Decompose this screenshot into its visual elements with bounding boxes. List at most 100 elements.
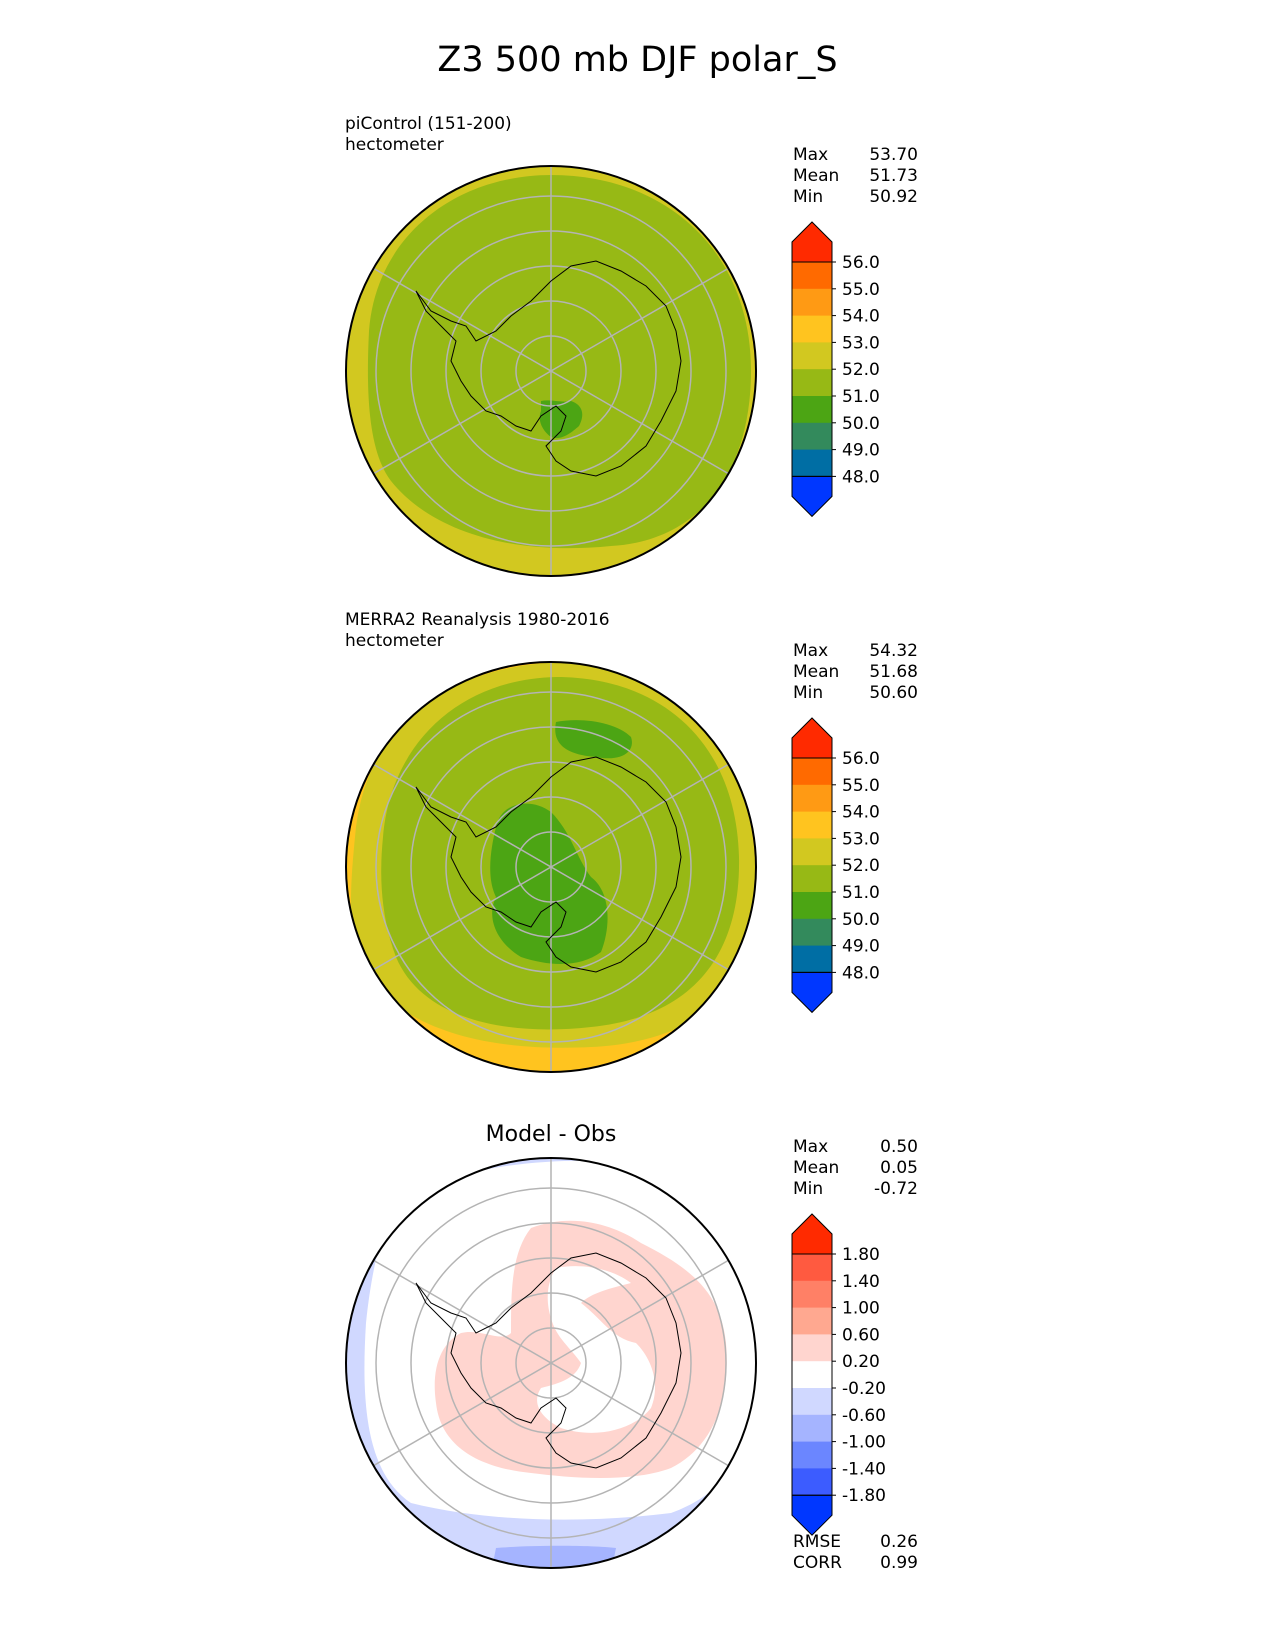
stat-label: Max [793, 145, 829, 165]
field-zero-inner [537, 1266, 656, 1433]
colorbar-segment [792, 811, 832, 839]
colorbar-segment [792, 288, 832, 317]
colorbar-segment [792, 784, 832, 813]
colorbar-segment [792, 1388, 832, 1416]
colorbar-segment [792, 422, 832, 451]
colorbar-tick-label: -0.20 [842, 1379, 886, 1399]
panel3-colorbar: 1.80 1.40 1.00 0.60 0.20 -0.20 -0.60 -1.00 -1.40… [791, 1213, 886, 1536]
stat-value: 50.92 [869, 187, 918, 207]
colorbar-segment [792, 369, 832, 397]
colorbar-tick-label: 48.0 [842, 467, 880, 487]
colorbar-segment [792, 1414, 832, 1443]
colorbar-tick-label: 55.0 [842, 280, 880, 300]
colorbar-tick-label: -0.60 [842, 1406, 886, 1426]
colorbar-tick-label: 50.0 [842, 910, 880, 930]
panel1-title: piControl (151-200) hectometer [345, 114, 512, 156]
panel2-title: MERRA2 Reanalysis 1980-2016 hectometer [345, 610, 610, 652]
colorbar-tick-label: 54.0 [842, 803, 880, 823]
panel2-title-line1: MERRA2 Reanalysis 1980-2016 [345, 610, 610, 630]
colorbar-tick-label: 0.20 [842, 1352, 880, 1372]
stat-label: Mean [793, 1158, 840, 1178]
panel3-stats: Max 0.50 Mean 0.05 Min -0.72 [793, 1137, 918, 1200]
colorbar-segment [792, 342, 832, 370]
stat-label: Max [793, 641, 829, 661]
panel3-polar-map [345, 1157, 757, 1569]
stat-value: 0.99 [880, 1553, 918, 1573]
colorbar-segment [792, 1280, 832, 1309]
colorbar-tick-label: -1.80 [842, 1486, 886, 1506]
antarctica-coastline [415, 1252, 682, 1469]
colorbar-tick-label: 53.0 [842, 829, 880, 849]
colorbar-tick-label: 56.0 [842, 749, 880, 769]
panel1-stats: Max 53.70 Mean 51.73 Min 50.92 [793, 145, 918, 208]
panel1-colorbar: 56.0 55.0 54.0 53.0 52.0 51.0 50.0 49.0 48.0 [791, 221, 880, 518]
colorbar-tick-label: 1.80 [842, 1245, 880, 1265]
colorbar-extend-max [791, 221, 833, 263]
stat-label: Min [793, 683, 824, 703]
field-contour-51 [367, 175, 751, 549]
antarctica-coastline [415, 756, 682, 973]
colorbar-tick-label: 0.60 [842, 1325, 880, 1345]
panel2-stats: Max 54.32 Mean 51.68 Min 50.60 [793, 641, 918, 704]
panel2-units: hectometer [345, 631, 444, 651]
stat-label: Min [793, 1179, 824, 1199]
colorbar-segment [792, 758, 832, 786]
panel3-extra-stats: RMSE 0.26 CORR 0.99 [793, 1532, 918, 1574]
colorbar-tick-label: 49.0 [842, 937, 880, 957]
stat-value: 0.05 [880, 1158, 918, 1178]
stat-value: 0.26 [880, 1532, 918, 1552]
colorbar-segment [792, 396, 832, 424]
colorbar-tick-label: 52.0 [842, 360, 880, 380]
stat-value: 51.73 [869, 166, 918, 186]
colorbar-segment [792, 262, 832, 290]
colorbar-segment [792, 945, 832, 973]
stat-label: CORR [793, 1553, 842, 1573]
colorbar-tick-label: 1.00 [842, 1299, 880, 1319]
field-contour-50b [490, 803, 608, 964]
colorbar-segment [792, 892, 832, 920]
colorbar-segment [792, 449, 832, 477]
panel1-units: hectometer [345, 135, 444, 155]
colorbar-extend-max [791, 717, 833, 759]
colorbar-tick-label: 52.0 [842, 856, 880, 876]
colorbar-segment [792, 1334, 832, 1362]
stat-label: Mean [793, 166, 840, 186]
colorbar-segment [792, 1254, 832, 1282]
graticule [372, 166, 730, 576]
map-boundary [345, 165, 757, 577]
antarctica-coastline [415, 260, 682, 477]
colorbar-tick-label: 54.0 [842, 307, 880, 327]
colorbar-tick-label: 50.0 [842, 414, 880, 434]
panel1-title-line1: piControl (151-200) [345, 114, 512, 134]
colorbar-segment [792, 918, 832, 947]
colorbar-segment [792, 1307, 832, 1335]
stat-label: Min [793, 187, 824, 207]
colorbar-segment [792, 838, 832, 866]
colorbar-outline [791, 1253, 833, 1496]
colorbar-extend-min [791, 971, 833, 1014]
figure-title: Z3 500 mb DJF polar_S [437, 40, 838, 80]
panel1-polar-map [345, 165, 757, 577]
stat-label: Mean [793, 662, 840, 682]
panel2-polar-map [345, 661, 757, 1073]
stat-value: 0.50 [880, 1137, 918, 1157]
colorbar-tick-label: 53.0 [842, 333, 880, 353]
panel2-colorbar: 56.0 55.0 54.0 53.0 52.0 51.0 50.0 49.0 48.0 [791, 717, 880, 1014]
colorbar-segment [792, 1441, 832, 1469]
stat-value: -0.72 [874, 1179, 918, 1199]
colorbar-extend-max [791, 1213, 833, 1255]
colorbar-extend-min [791, 475, 833, 518]
stat-value: 54.32 [869, 641, 918, 661]
colorbar-segment [792, 865, 832, 893]
colorbar-tick-label: 51.0 [842, 387, 880, 407]
colorbar-tick-label: 48.0 [842, 963, 880, 983]
colorbar-tick-label: 49.0 [842, 441, 880, 461]
colorbar-tick-label: 1.40 [842, 1272, 880, 1292]
map-boundary [345, 1157, 757, 1569]
stat-value: 51.68 [869, 662, 918, 682]
colorbar-tick-label: 55.0 [842, 776, 880, 796]
graticule [372, 1158, 730, 1568]
map-boundary [345, 661, 757, 1073]
stat-value: 53.70 [869, 145, 918, 165]
panel3-title: Model - Obs [485, 1122, 617, 1147]
